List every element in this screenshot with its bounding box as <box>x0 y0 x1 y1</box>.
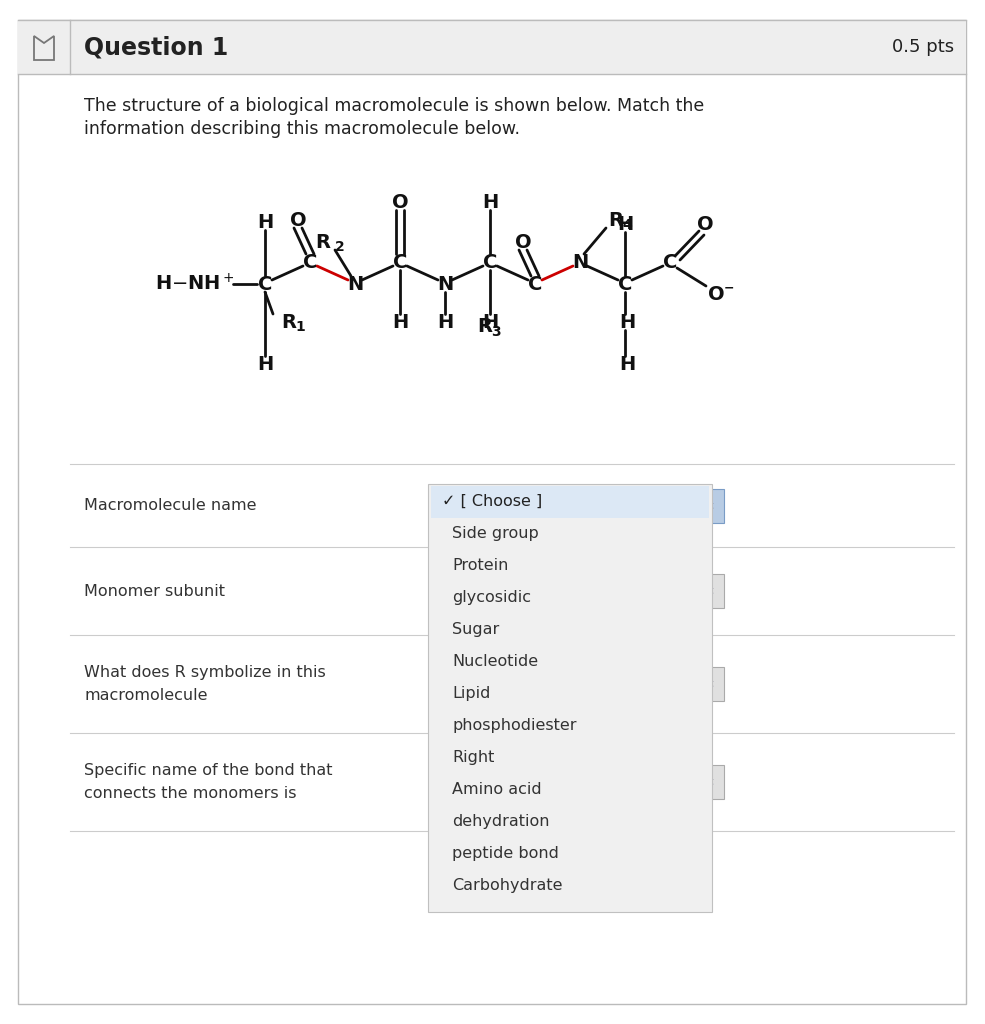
Text: Question 1: Question 1 <box>84 35 229 59</box>
Text: C: C <box>663 253 678 271</box>
Text: What does R symbolize in this: What does R symbolize in this <box>84 666 326 681</box>
Text: H: H <box>257 213 273 231</box>
Text: Protein: Protein <box>452 558 508 573</box>
Text: connects the monomers is: connects the monomers is <box>84 785 296 801</box>
Text: O: O <box>696 214 713 233</box>
Text: C: C <box>618 274 632 294</box>
Text: H: H <box>392 312 408 332</box>
Text: ▲: ▲ <box>707 772 713 781</box>
Text: 1: 1 <box>295 319 304 334</box>
Text: C: C <box>528 274 542 294</box>
Text: Side group: Side group <box>452 526 539 541</box>
Text: ▲: ▲ <box>707 496 713 505</box>
FancyBboxPatch shape <box>431 574 698 608</box>
Text: Carbohydrate: Carbohydrate <box>452 878 562 893</box>
FancyBboxPatch shape <box>18 20 966 74</box>
Text: C: C <box>483 253 497 271</box>
Text: macromolecule: macromolecule <box>84 687 208 702</box>
Text: O: O <box>290 211 306 229</box>
Text: ▼: ▼ <box>707 684 713 693</box>
Text: H: H <box>619 312 635 332</box>
Text: O: O <box>708 285 725 303</box>
Text: H: H <box>437 312 453 332</box>
Text: R: R <box>477 317 492 337</box>
FancyBboxPatch shape <box>431 667 698 701</box>
Text: Specific name of the bond that: Specific name of the bond that <box>84 764 333 778</box>
Text: The structure of a biological macromolecule is shown below. Match the: The structure of a biological macromolec… <box>84 97 704 115</box>
Text: R: R <box>315 232 330 252</box>
Text: H: H <box>617 214 633 233</box>
Text: N: N <box>347 274 363 294</box>
Text: H: H <box>257 354 273 374</box>
Text: H$-$NH$^+$: H$-$NH$^+$ <box>156 273 234 295</box>
Text: Nucleotide: Nucleotide <box>452 654 538 669</box>
Text: phosphodiester: phosphodiester <box>452 718 576 733</box>
Text: H: H <box>619 354 635 374</box>
Text: information describing this macromolecule below.: information describing this macromolecul… <box>84 120 520 138</box>
Text: ✓ [ Choose ]: ✓ [ Choose ] <box>442 494 543 509</box>
FancyBboxPatch shape <box>696 765 724 799</box>
Text: 2: 2 <box>335 240 345 254</box>
Text: C: C <box>258 274 272 294</box>
Text: N: N <box>572 253 588 271</box>
Text: O: O <box>392 193 409 212</box>
Text: −: − <box>724 282 735 295</box>
Text: 4: 4 <box>622 218 631 232</box>
Text: 3: 3 <box>491 325 500 339</box>
Text: glycosidic: glycosidic <box>452 590 531 605</box>
Text: dehydration: dehydration <box>452 814 550 829</box>
Text: Monomer subunit: Monomer subunit <box>84 584 225 598</box>
Text: H: H <box>482 312 498 332</box>
Text: Macromolecule name: Macromolecule name <box>84 498 256 513</box>
Text: ▼: ▼ <box>707 592 713 600</box>
Text: Sugar: Sugar <box>452 622 499 637</box>
FancyBboxPatch shape <box>431 765 698 799</box>
Text: C: C <box>393 253 407 271</box>
FancyBboxPatch shape <box>428 483 712 911</box>
Text: Amino acid: Amino acid <box>452 782 542 797</box>
FancyBboxPatch shape <box>696 667 724 701</box>
FancyBboxPatch shape <box>431 485 709 517</box>
Text: ▲: ▲ <box>707 675 713 683</box>
Text: ▼: ▼ <box>707 782 713 792</box>
FancyBboxPatch shape <box>696 488 724 522</box>
Text: peptide bond: peptide bond <box>452 846 558 861</box>
FancyBboxPatch shape <box>431 488 698 522</box>
Text: R: R <box>608 211 623 229</box>
FancyBboxPatch shape <box>696 574 724 608</box>
Text: O: O <box>515 232 531 252</box>
Text: H: H <box>482 193 498 212</box>
Text: ▲: ▲ <box>707 582 713 591</box>
Text: N: N <box>437 274 453 294</box>
Text: C: C <box>302 253 317 271</box>
Text: R: R <box>281 312 296 332</box>
FancyBboxPatch shape <box>18 20 966 1004</box>
Text: Right: Right <box>452 750 494 765</box>
Text: Lipid: Lipid <box>452 686 491 701</box>
Text: 0.5 pts: 0.5 pts <box>891 38 954 56</box>
Text: ▼: ▼ <box>707 506 713 515</box>
